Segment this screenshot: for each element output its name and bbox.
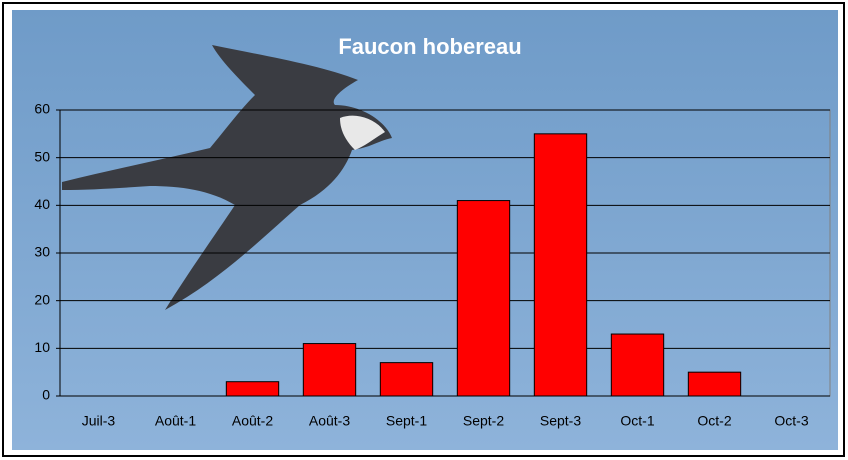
x-tick-label: Sept-2 [463, 413, 504, 429]
y-tick-label: 0 [42, 387, 50, 403]
x-tick-label: Août-2 [232, 413, 273, 429]
y-tick-label: 20 [34, 291, 50, 307]
bar [611, 334, 663, 396]
x-tick-label: Oct-2 [697, 413, 731, 429]
y-tick-label: 50 [34, 148, 50, 164]
bar [688, 372, 740, 396]
chart-title: Faucon hobereau [338, 34, 521, 59]
x-tick-label: Sept-1 [386, 413, 427, 429]
y-tick-label: 60 [34, 101, 50, 117]
y-tick-label: 40 [34, 196, 50, 212]
bar [457, 201, 509, 396]
y-tick-label: 30 [34, 244, 50, 260]
bar [226, 382, 278, 396]
page: Faucon hobereau 0 10 20 30 40 50 60 Juil-3 Août-… [0, 0, 848, 460]
chart: Faucon hobereau 0 10 20 30 40 50 60 Juil-3 Août-… [0, 0, 848, 460]
x-tick-label: Août-1 [155, 413, 196, 429]
x-tick-label: Août-3 [309, 413, 350, 429]
bar [303, 344, 355, 396]
x-tick-label: Sept-3 [540, 413, 581, 429]
y-tick-label: 10 [34, 339, 50, 355]
bar [380, 363, 432, 396]
x-tick-label: Oct-3 [774, 413, 808, 429]
x-tick-label: Juil-3 [82, 413, 116, 429]
x-tick-label: Oct-1 [620, 413, 654, 429]
bar [534, 134, 586, 396]
